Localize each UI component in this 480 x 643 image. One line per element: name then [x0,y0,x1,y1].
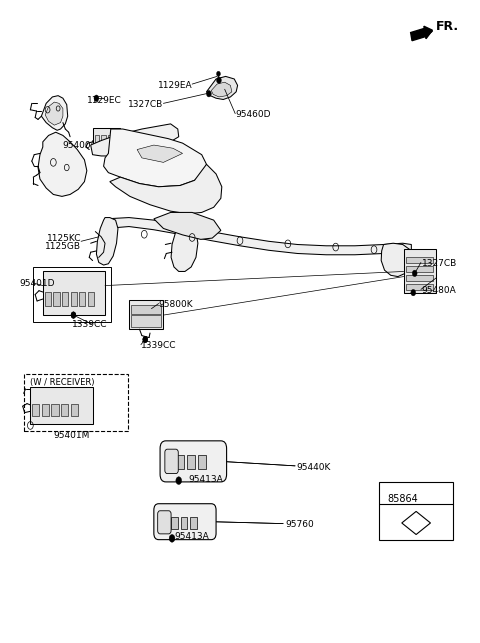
Circle shape [216,71,220,77]
Text: 95800K: 95800K [158,300,193,309]
Bar [406,275,433,281]
Circle shape [216,77,221,84]
Bar [93,128,120,150]
Text: 95440K: 95440K [297,463,331,472]
Bar [404,249,436,293]
Text: 1339CC: 1339CC [72,320,107,329]
Bar [131,305,160,314]
Polygon shape [104,129,206,186]
Bar [379,482,453,539]
Bar [406,266,433,272]
Circle shape [71,312,76,318]
Bar [42,404,49,417]
Polygon shape [106,217,411,255]
Bar [51,404,59,417]
Polygon shape [110,165,222,213]
Bar [101,136,106,147]
Bar [406,284,433,290]
Bar [190,516,197,529]
Bar [61,404,68,417]
Text: 95480A: 95480A [422,286,456,295]
Bar [30,387,93,424]
Bar [198,455,205,469]
Bar [79,292,85,306]
FancyBboxPatch shape [160,441,227,482]
Polygon shape [206,77,238,100]
Bar [71,292,77,306]
Bar [180,516,187,529]
Bar [171,516,178,529]
Text: 95460D: 95460D [235,111,271,120]
Circle shape [143,336,148,343]
Bar [131,315,160,327]
Bar [177,455,184,469]
Text: 95760: 95760 [286,520,314,529]
Bar [32,404,39,417]
Text: (W / RECEIVER): (W / RECEIVER) [30,378,95,387]
Text: 85864: 85864 [387,494,418,504]
Circle shape [143,336,148,343]
Polygon shape [154,212,221,239]
Circle shape [206,91,211,97]
Circle shape [94,95,99,102]
Circle shape [411,289,416,296]
Circle shape [412,270,417,276]
Polygon shape [137,145,182,163]
Text: 1125GB: 1125GB [45,242,81,251]
Bar [71,404,78,417]
Bar [88,292,94,306]
Polygon shape [45,102,63,125]
Text: 1129EA: 1129EA [157,81,192,90]
Text: 1125KC: 1125KC [47,233,81,242]
Bar [45,292,51,306]
Bar [33,267,111,322]
Bar [43,271,105,315]
Text: FR.: FR. [436,20,459,33]
Polygon shape [381,243,411,276]
Text: 95400: 95400 [62,141,91,150]
Polygon shape [96,217,118,265]
Polygon shape [38,132,87,196]
Text: 1327CB: 1327CB [422,259,457,268]
Bar [129,300,163,329]
Text: 1327CB: 1327CB [128,100,163,109]
Text: 95413A: 95413A [174,532,209,541]
Polygon shape [211,82,232,97]
FancyArrow shape [411,26,432,41]
Bar [187,455,195,469]
FancyBboxPatch shape [157,511,171,534]
Bar [53,292,60,306]
Bar [406,257,433,263]
Bar [95,136,99,147]
Text: 95401M: 95401M [53,431,90,440]
Text: 95413A: 95413A [188,475,223,484]
Text: 95401D: 95401D [19,278,54,287]
Text: 1129EC: 1129EC [87,96,121,105]
Bar [108,136,113,147]
Circle shape [176,476,181,484]
Bar [62,292,68,306]
Bar [24,374,128,431]
Text: 1339CC: 1339CC [141,341,177,350]
FancyBboxPatch shape [154,503,216,539]
Circle shape [71,312,76,318]
Circle shape [169,534,175,542]
FancyBboxPatch shape [165,449,178,473]
Polygon shape [91,124,179,156]
Polygon shape [41,96,68,131]
Polygon shape [171,226,198,271]
